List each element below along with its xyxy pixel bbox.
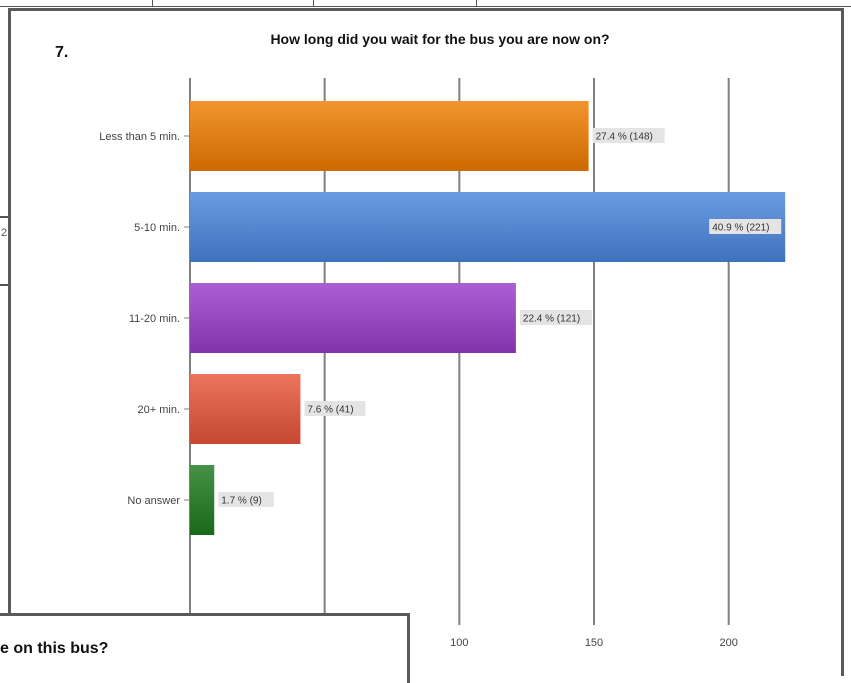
x-tick-label: 150: [585, 637, 603, 649]
background-cell-divider: [313, 0, 314, 6]
axes: [184, 78, 191, 625]
bar: [190, 374, 301, 444]
data-label-background: [218, 492, 274, 507]
background-table-fragment: [0, 216, 8, 286]
data-label-background: [519, 310, 592, 325]
bar: [190, 283, 516, 353]
x-tick-label: 200: [719, 637, 737, 649]
category-label: 5-10 min.: [134, 222, 180, 234]
labels: 100 150 200 Less than 5 min. 27.4 % (148) 5-1…: [99, 128, 782, 649]
next-question-panel: e on this bus?: [0, 613, 410, 683]
background-cell-divider: [476, 0, 477, 6]
bar: [190, 101, 589, 171]
category-label: 20+ min.: [138, 404, 181, 416]
question-number: 7.: [55, 44, 69, 61]
category-label: Less than 5 min.: [99, 131, 180, 143]
data-label: 7.6 % (41): [307, 405, 353, 416]
data-label-background: [592, 128, 665, 143]
x-tick-label: 100: [450, 637, 468, 649]
data-label: 27.4 % (148): [596, 132, 653, 143]
category-label: No answer: [127, 495, 180, 507]
bar: [190, 192, 786, 262]
data-label-background: [304, 401, 366, 416]
bars: [190, 101, 786, 535]
bar: [190, 465, 215, 535]
background-table-edge: [0, 0, 851, 7]
background-cell-divider: [152, 0, 153, 6]
data-label: 40.9 % (221): [712, 223, 769, 234]
category-label: 11-20 min.: [129, 313, 180, 325]
background-fragment-text: 2: [1, 227, 8, 239]
data-label: 22.4 % (121): [523, 314, 580, 325]
data-label: 1.7 % (9): [221, 496, 262, 507]
chart-title: How long did you wait for the bus you ar…: [270, 31, 610, 47]
next-question-fragment: e on this bus?: [0, 640, 109, 657]
data-label-background: [709, 219, 782, 234]
